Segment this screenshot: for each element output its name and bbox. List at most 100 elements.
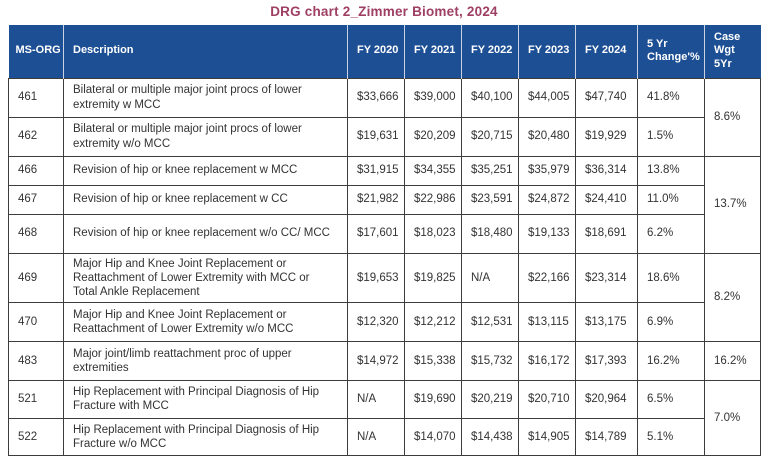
fy2024-cell: $36,314 [575, 155, 638, 186]
case-wgt-cell: 13.7% [704, 155, 761, 254]
col-header-5yr-change: 5 Yr Change'% [637, 25, 705, 78]
fy2022-cell: $15,732 [461, 340, 519, 381]
fy2024-cell: $20,964 [575, 379, 638, 419]
change-cell: 41.8% [637, 77, 705, 118]
fy2023-cell: $16,172 [518, 340, 576, 381]
col-header-ms-org: MS-ORG [8, 25, 64, 78]
fy2023-cell: $22,166 [518, 252, 576, 303]
description-cell: Major Hip and Knee Joint Replacement or … [63, 252, 348, 303]
ms-org-cell: 469 [8, 252, 64, 303]
fy2020-cell: $14,972 [347, 340, 405, 381]
description-cell: Bilateral or multiple major joint procs … [63, 77, 348, 118]
description-cell: Revision of hip or knee replacement w CC [63, 184, 348, 215]
fy2023-cell: $20,480 [518, 116, 576, 157]
fy2023-cell: $14,905 [518, 417, 576, 456]
case-wgt-cell: 7.0% [704, 379, 761, 456]
col-header-fy2021: FY 2021 [404, 25, 462, 78]
fy2022-cell: $20,715 [461, 116, 519, 157]
fy2023-cell: $19,133 [518, 213, 576, 254]
change-cell: 5.1% [637, 417, 705, 456]
case-wgt-cell: 8.2% [704, 252, 761, 342]
fy2024-cell: $19,929 [575, 116, 638, 157]
fy2020-cell: $21,982 [347, 184, 405, 215]
fy2021-cell: $19,690 [404, 379, 462, 419]
col-header-case-wgt: Case Wgt 5Yr [704, 25, 761, 78]
fy2020-cell: $17,601 [347, 213, 405, 254]
fy2020-cell: $33,666 [347, 77, 405, 118]
description-cell: Hip Replacement with Principal Diagnosis… [63, 417, 348, 456]
fy2022-cell: $40,100 [461, 77, 519, 118]
description-cell: Revision of hip or knee replacement w/o … [63, 213, 348, 254]
fy2021-cell: $34,355 [404, 155, 462, 186]
table-row: 467 Revision of hip or knee replacement … [8, 184, 761, 215]
change-cell: 13.8% [637, 155, 705, 186]
fy2020-cell: N/A [347, 379, 405, 419]
table-header: MS-ORG Description FY 2020 FY 2021 FY 20… [8, 25, 761, 78]
table-row: 522 Hip Replacement with Principal Diagn… [8, 417, 761, 456]
fy2023-cell: $24,872 [518, 184, 576, 215]
fy2021-cell: $19,825 [404, 252, 462, 303]
change-cell: 6.9% [637, 301, 705, 342]
fy2021-cell: $14,070 [404, 417, 462, 456]
fy2023-cell: $20,710 [518, 379, 576, 419]
table-row: 483 Major joint/limb reattachment proc o… [8, 340, 761, 381]
fy2021-cell: $20,209 [404, 116, 462, 157]
header-row: MS-ORG Description FY 2020 FY 2021 FY 20… [8, 25, 761, 78]
fy2020-cell: $19,631 [347, 116, 405, 157]
description-cell: Bilateral or multiple major joint procs … [63, 116, 348, 157]
table-row: 462 Bilateral or multiple major joint pr… [8, 116, 761, 157]
fy2020-cell: $19,653 [347, 252, 405, 303]
col-header-fy2022: FY 2022 [461, 25, 519, 78]
fy2021-cell: $22,986 [404, 184, 462, 215]
fy2024-cell: $13,175 [575, 301, 638, 342]
fy2024-cell: $17,393 [575, 340, 638, 381]
fy2022-cell: $14,438 [461, 417, 519, 456]
ms-org-cell: 470 [8, 301, 64, 342]
change-cell: 11.0% [637, 184, 705, 215]
col-header-fy2024: FY 2024 [575, 25, 638, 78]
fy2022-cell: $23,591 [461, 184, 519, 215]
fy2022-cell: $12,531 [461, 301, 519, 342]
fy2022-cell: $20,219 [461, 379, 519, 419]
fy2024-cell: $24,410 [575, 184, 638, 215]
table-row: 466 Revision of hip or knee replacement … [8, 155, 761, 254]
ms-org-cell: 466 [8, 155, 64, 186]
fy2022-cell: N/A [461, 252, 519, 303]
table-row: 521 Hip Replacement with Principal Diagn… [8, 379, 761, 456]
table-row: 468 Revision of hip or knee replacement … [8, 213, 761, 254]
description-cell: Major joint/limb reattachment proc of up… [63, 340, 348, 381]
case-wgt-cell: 8.6% [704, 77, 761, 157]
fy2023-cell: $44,005 [518, 77, 576, 118]
fy2022-cell: $35,251 [461, 155, 519, 186]
ms-org-cell: 521 [8, 379, 64, 419]
ms-org-cell: 467 [8, 184, 64, 215]
change-cell: 18.6% [637, 252, 705, 303]
drg-data-table: MS-ORG Description FY 2020 FY 2021 FY 20… [8, 25, 761, 456]
fy2022-cell: $18,480 [461, 213, 519, 254]
table-row: 461 Bilateral or multiple major joint pr… [8, 77, 761, 157]
description-cell: Hip Replacement with Principal Diagnosis… [63, 379, 348, 419]
case-wgt-cell: 16.2% [704, 340, 761, 381]
col-header-description: Description [63, 25, 348, 78]
description-cell: Major Hip and Knee Joint Replacement or … [63, 301, 348, 342]
fy2021-cell: $12,212 [404, 301, 462, 342]
ms-org-cell: 468 [8, 213, 64, 254]
page-title: DRG chart 2_Zimmer Biomet, 2024 [270, 4, 498, 19]
change-cell: 1.5% [637, 116, 705, 157]
table-body: 461 Bilateral or multiple major joint pr… [8, 77, 761, 456]
fy2024-cell: $47,740 [575, 77, 638, 118]
col-header-fy2020: FY 2020 [347, 25, 405, 78]
fy2024-cell: $18,691 [575, 213, 638, 254]
ms-org-cell: 462 [8, 116, 64, 157]
fy2021-cell: $18,023 [404, 213, 462, 254]
fy2024-cell: $23,314 [575, 252, 638, 303]
change-cell: 16.2% [637, 340, 705, 381]
ms-org-cell: 461 [8, 77, 64, 118]
change-cell: 6.5% [637, 379, 705, 419]
description-cell: Revision of hip or knee replacement w MC… [63, 155, 348, 186]
ms-org-cell: 522 [8, 417, 64, 456]
change-cell: 6.2% [637, 213, 705, 254]
fy2020-cell: $12,320 [347, 301, 405, 342]
fy2021-cell: $15,338 [404, 340, 462, 381]
ms-org-cell: 483 [8, 340, 64, 381]
